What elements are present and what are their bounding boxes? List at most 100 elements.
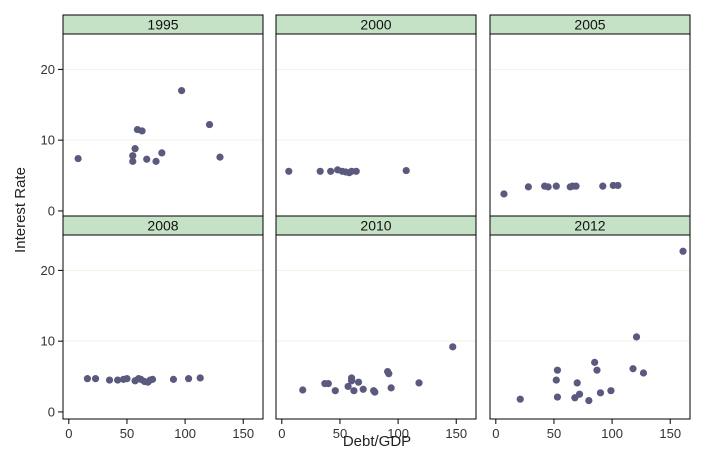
data-point (178, 87, 186, 95)
panel-2008: 2008 0 10 20 0 50 100 150 (41, 215, 264, 441)
panel-2012: 2012 0 50 100 150 (489, 215, 691, 441)
y-tick-label: 10 (41, 133, 55, 148)
x-tick-label: 50 (120, 426, 134, 441)
y-axis-title: Interest Rate (12, 167, 29, 253)
panel-2000: 2000 (275, 14, 477, 219)
plot-area (63, 235, 263, 419)
data-point (573, 379, 581, 387)
data-point (354, 378, 363, 386)
data-point (74, 154, 82, 163)
x-tick-label: 150 (659, 426, 681, 441)
data-point (371, 388, 379, 396)
data-point (415, 379, 423, 387)
plot-area (276, 34, 476, 218)
data-point (148, 375, 157, 383)
x-tick-label: 150 (232, 426, 254, 441)
data-point (114, 376, 122, 384)
panel-frame (275, 234, 477, 420)
data-point (524, 183, 532, 191)
data-point (593, 366, 601, 374)
x-tick-label: 0 (492, 426, 499, 441)
data-point (138, 127, 146, 135)
panel-title: 2012 (574, 218, 605, 234)
data-point (599, 182, 607, 190)
y-tick-label: 20 (41, 62, 55, 77)
data-point (169, 375, 178, 383)
data-point (347, 374, 356, 382)
panel-title: 1995 (147, 17, 178, 33)
data-point (143, 155, 151, 163)
plot-area (63, 34, 263, 218)
plot-area (490, 235, 690, 419)
data-point (196, 374, 204, 382)
x-tick-label: 100 (387, 426, 409, 441)
data-point (83, 375, 92, 383)
panel-title: 2010 (360, 218, 391, 234)
data-point (402, 166, 410, 175)
data-point (91, 375, 100, 383)
data-point (516, 395, 524, 403)
data-point (131, 145, 139, 153)
data-point (152, 157, 160, 165)
data-point (129, 157, 137, 165)
x-tick-label: 50 (333, 426, 347, 441)
x-tick-label: 100 (601, 426, 623, 441)
data-point (679, 247, 687, 255)
data-point (449, 343, 457, 351)
data-point (591, 358, 599, 366)
data-point (596, 389, 605, 397)
data-point (632, 333, 641, 341)
data-point (575, 390, 584, 398)
x-tick-label: 0 (278, 426, 285, 441)
x-tick-label: 100 (174, 426, 196, 441)
data-point (352, 167, 360, 175)
data-point (385, 370, 393, 378)
plot-area (490, 34, 690, 218)
y-tick-label: 0 (48, 404, 55, 419)
panel-2005: 2005 (489, 14, 691, 219)
data-point (614, 181, 622, 190)
data-point (316, 167, 324, 175)
data-point (639, 369, 648, 377)
panel-frame (62, 234, 264, 420)
data-point (123, 375, 131, 383)
data-point (544, 183, 552, 191)
panel-1995: 1995 0 10 20 (41, 14, 264, 219)
x-tick-label: 150 (445, 426, 467, 441)
data-point (184, 375, 193, 383)
data-point (205, 120, 214, 129)
x-tick-label: 0 (65, 426, 72, 441)
panel-title: 2000 (360, 17, 391, 33)
data-point (285, 167, 293, 175)
data-point (299, 386, 307, 394)
data-point (129, 152, 137, 160)
data-point (216, 153, 224, 161)
data-point (500, 190, 508, 198)
data-point (585, 397, 593, 405)
data-point (553, 393, 562, 401)
data-point (350, 387, 358, 395)
data-point (572, 182, 580, 190)
panel-title: 2008 (147, 218, 178, 234)
data-point (327, 167, 335, 175)
data-point (344, 382, 352, 391)
panel-2010: 2010 0 50 100 150 (275, 215, 477, 441)
x-tick-label: 50 (547, 426, 561, 441)
data-point (331, 387, 339, 395)
data-point (607, 387, 615, 395)
panel-frame (489, 234, 691, 420)
data-point (158, 149, 166, 157)
panels-layer: 1995 0 10 20 2000 2005 2008 0 10 20 0 50 100 150 2010 0… (41, 14, 691, 441)
data-point (387, 384, 395, 392)
data-point (552, 376, 560, 384)
panel-title: 2005 (574, 17, 605, 33)
data-point (629, 365, 637, 373)
data-point (324, 380, 332, 388)
data-point (105, 376, 114, 384)
y-tick-label: 20 (41, 263, 55, 278)
y-tick-label: 10 (41, 334, 55, 349)
data-point (553, 366, 562, 374)
data-point (359, 385, 367, 393)
x-axis-title: Debt/GDP (343, 433, 411, 450)
